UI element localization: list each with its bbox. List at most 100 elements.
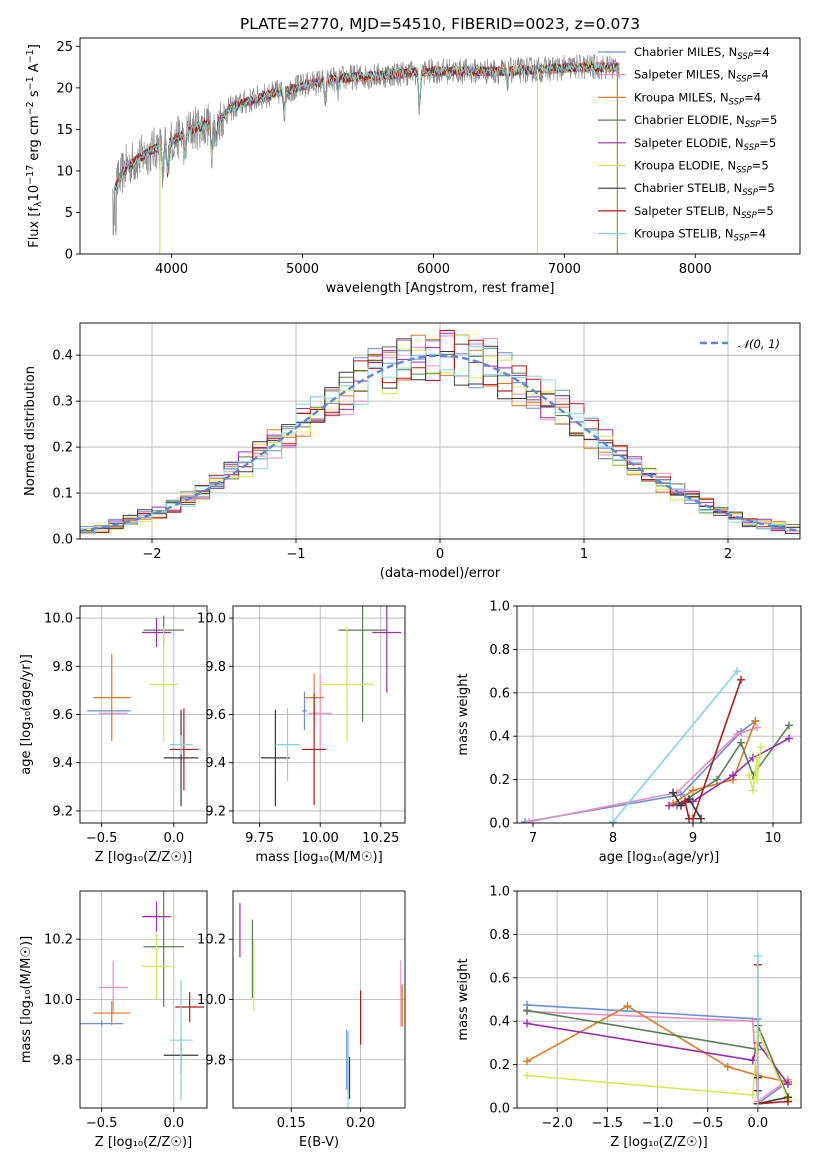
y-axis-label: Normed distribution — [23, 366, 38, 496]
axes-frame — [79, 605, 208, 824]
legend-name: Salpeter STELIB, N — [634, 204, 741, 218]
y-tick-label: 10.0 — [197, 993, 226, 1008]
x-axis-label: Z [log₁₀(Z/Z☉)] — [95, 850, 192, 865]
x-tick-label: −2.0 — [541, 1116, 573, 1131]
legend-value: =4 — [744, 90, 761, 104]
x-tick-label: 7000 — [548, 262, 581, 277]
mass-weight-marker — [523, 1019, 532, 1028]
y-tick-label: 9.2 — [52, 804, 73, 819]
y-tick-label: 0.6 — [489, 686, 510, 701]
legend-value: =5 — [752, 159, 769, 173]
y-tick-label: 10.0 — [44, 993, 73, 1008]
y-label-part: s — [27, 90, 42, 101]
y-tick-label: 10 — [56, 164, 73, 179]
y-tick-label: 0.0 — [489, 1102, 510, 1117]
y-tick-label: 0.2 — [489, 773, 510, 788]
y-axis-label: mass weight — [456, 958, 471, 1040]
axis-frame: 7 8 9 10 0.0 0.2 0.4 0.6 0.8 1.0 age [log₁₀(age/yr… — [456, 600, 802, 865]
axis-frame: 4000 5000 6000 7000 8000 0 5 10 15 20 25 wavelength… — [25, 37, 801, 296]
spectrum-data-line — [112, 53, 620, 236]
y-tick-label: 0.2 — [52, 441, 73, 456]
mass-weight-marker — [733, 667, 741, 676]
mass-weight-marker — [737, 675, 745, 684]
legend-sub: SSP — [736, 75, 752, 85]
mass-weight-marker — [681, 797, 689, 806]
y-label-part: −2 — [25, 101, 36, 115]
mass-weight-marker — [783, 1080, 792, 1089]
mass-weight-marker — [751, 717, 760, 726]
plot-area — [517, 891, 801, 1108]
x-tick-label: 0.0 — [163, 1116, 184, 1131]
axis-frame: −2.0 −1.5 −1.0 −0.5 0.0 0.0 0.2 0.4 0.6 0.8 1.0 Z [… — [456, 885, 802, 1150]
x-axis-label: Z [log₁₀(Z/Z☉)] — [95, 1135, 192, 1150]
spectrum-model-line — [113, 61, 620, 195]
x-tick-label: 10 — [765, 831, 782, 846]
x-tick-label: 0.0 — [748, 1116, 769, 1131]
mass-weight-marker — [753, 753, 761, 762]
mass-weight-marker — [749, 786, 757, 795]
y-tick-label: 0.2 — [489, 1058, 510, 1073]
y-tick-label: 0.0 — [52, 533, 73, 548]
mass-weight-line — [526, 1022, 789, 1085]
y-axis-label: age [log₁₀(age/yr)] — [19, 654, 34, 775]
x-tick-label: 9.75 — [245, 831, 274, 846]
x-tick-label: −2 — [142, 547, 161, 562]
y-tick-label: 9.8 — [52, 1053, 73, 1068]
legend-label: Kroupa ELODIE, NSSP=5 — [634, 159, 769, 176]
legend-sub: SSP — [742, 188, 758, 198]
plot-area — [80, 323, 800, 539]
axis-frame: 9.75 10.00 10.25 9.2 9.4 9.6 9.8 10.0 mass [log₁… — [197, 605, 406, 865]
legend-sub: SSP — [745, 120, 761, 130]
legend-name: Salpeter ELODIE, N — [634, 136, 744, 150]
axes-frame — [232, 890, 406, 1109]
mass-weight-marker — [623, 1002, 632, 1011]
mass-weight-marker — [753, 775, 761, 784]
mass-weight-line — [668, 737, 790, 807]
legend-sub: SSP — [744, 143, 760, 153]
legend-name: Kroupa MILES, N — [634, 90, 729, 104]
x-axis-label: (data-model)/error — [380, 566, 501, 581]
plot-area — [233, 606, 405, 823]
legend-name: Chabrier MILES, N — [634, 45, 737, 59]
mass-weight-marker — [745, 771, 753, 780]
x-tick-label: 4000 — [155, 262, 188, 277]
mass-weight-marker — [523, 1071, 532, 1080]
axis-frame: −2 −1 0 1 2 0.0 0.1 0.2 0.3 0.4 (data-model)/error… — [23, 322, 801, 581]
axes-frame — [79, 37, 801, 255]
x-tick-label: 8000 — [679, 262, 712, 277]
y-tick-label: 9.8 — [205, 660, 226, 675]
x-tick-label: −1.0 — [642, 1116, 674, 1131]
mass-weight-marker — [523, 1057, 532, 1066]
axes-age_vs_Z: −0.5 0.0 9.2 9.4 9.6 9.8 10.0 Z [log₁₀(Z/Z☉)] ag… — [19, 605, 208, 865]
y-tick-label: 10.2 — [44, 933, 73, 948]
y-tick-label: 25 — [56, 40, 73, 55]
mass-weight-marker — [748, 1090, 757, 1099]
gaussian-legend-label: 𝒩(0, 1) — [738, 337, 780, 351]
legend-sub: SSP — [737, 52, 753, 62]
x-axis-label: wavelength [Angstrom, rest frame] — [326, 281, 555, 296]
axis-frame: −0.5 0.0 9.8 10.0 10.2 Z [log₁₀(Z/Z☉)] mass [l… — [19, 890, 208, 1150]
legend-sub: SSP — [736, 166, 752, 176]
plot-area — [233, 891, 405, 1108]
mass-weight-marker — [689, 814, 697, 823]
legend-sub: SSP — [741, 211, 757, 221]
mass-weight-marker — [713, 775, 721, 784]
legend-name: Chabrier ELODIE, N — [634, 113, 745, 127]
plot-area — [112, 53, 620, 254]
y-tick-label: 20 — [56, 81, 73, 96]
legend-value: =5 — [757, 204, 774, 218]
mass-weight-line — [524, 720, 756, 823]
y-tick-label: 9.2 — [205, 804, 226, 819]
y-tick-label: 10.0 — [197, 612, 226, 627]
legend-label: Chabrier ELODIE, NSSP=5 — [634, 113, 777, 130]
axis-frame: 0.15 0.20 9.8 10.0 10.2 E(B-V) — [197, 890, 406, 1150]
mass-weight-marker — [785, 721, 793, 730]
y-tick-label: 10.0 — [44, 612, 73, 627]
x-tick-label: 6000 — [417, 262, 450, 277]
legend-value: =4 — [753, 45, 770, 59]
legend-value: =5 — [760, 113, 777, 127]
y-label-part: ] — [27, 44, 42, 49]
y-tick-label: 9.4 — [52, 756, 73, 771]
axes-age_vs_mass: 9.75 10.00 10.25 9.2 9.4 9.6 9.8 10.0 mass [log₁… — [197, 605, 406, 865]
mass-weight-marker — [609, 817, 617, 823]
